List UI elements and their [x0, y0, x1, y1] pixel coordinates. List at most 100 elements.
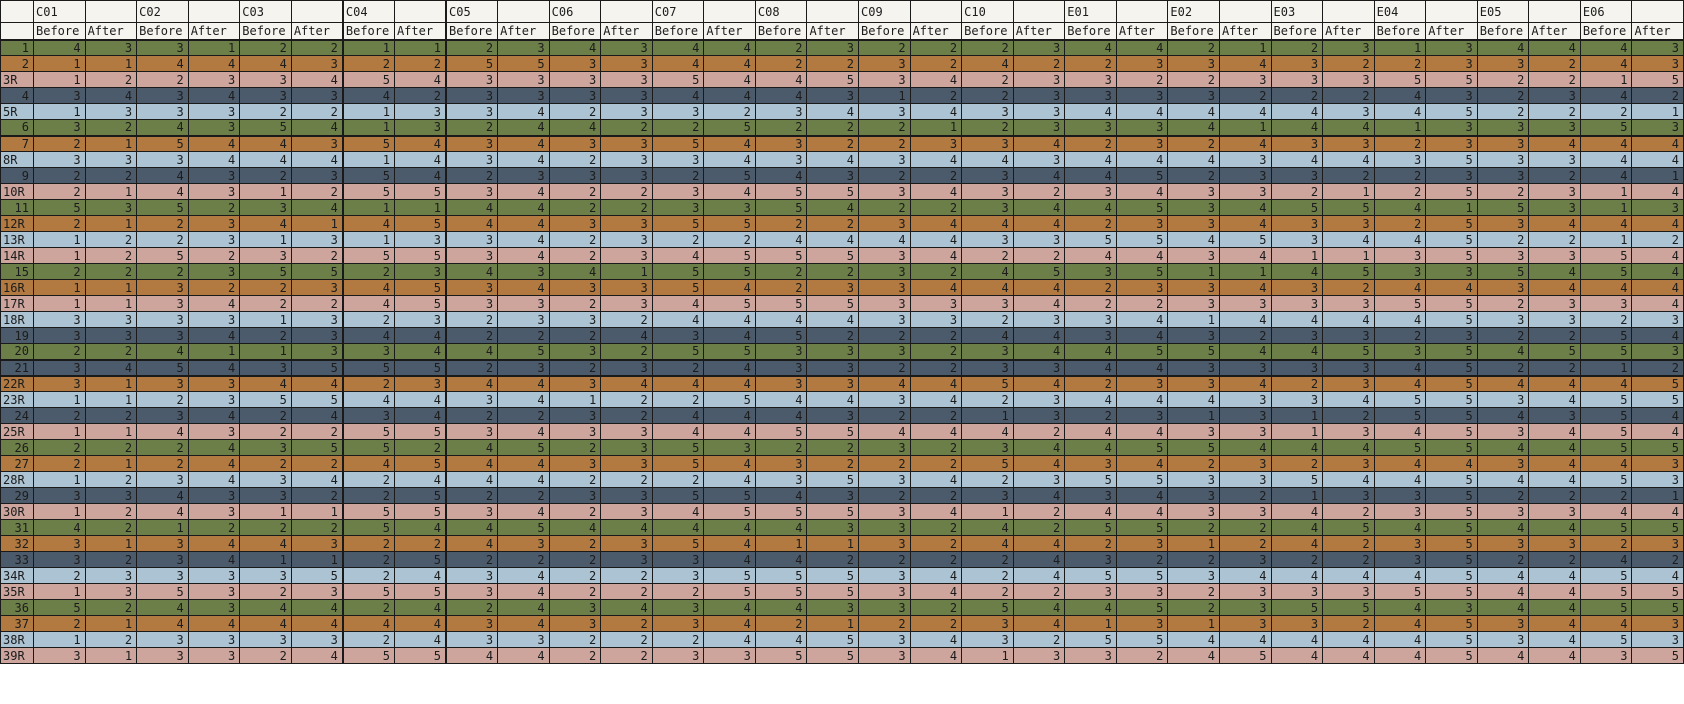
cell[interactable]: 3 [290, 535, 344, 552]
cell[interactable]: 1 [84, 535, 138, 552]
cell[interactable]: 4 [1270, 151, 1324, 168]
cell[interactable]: 3 [1631, 631, 1684, 648]
row-header[interactable]: 3R [0, 71, 34, 88]
cell[interactable]: 4 [703, 327, 756, 344]
cell[interactable]: 5 [703, 583, 756, 600]
cell[interactable]: 3 [136, 471, 189, 488]
cell[interactable]: 2 [1218, 487, 1272, 504]
cell[interactable]: 4 [703, 599, 756, 616]
cell[interactable]: 4 [651, 519, 705, 536]
cell[interactable]: 5 [1579, 391, 1633, 408]
cell[interactable]: 4 [858, 423, 911, 440]
cell[interactable]: 4 [497, 567, 550, 584]
cell[interactable]: 4 [187, 87, 241, 104]
cell[interactable]: 5 [497, 519, 550, 536]
cell[interactable]: 2 [1579, 103, 1633, 120]
cell[interactable]: 3 [961, 295, 1014, 312]
cell[interactable]: 4 [909, 151, 963, 168]
cell[interactable]: 3 [651, 647, 705, 664]
col-sub-header-before[interactable]: Before [1373, 22, 1427, 41]
cell[interactable]: 2 [290, 487, 344, 504]
cell[interactable]: 3 [1270, 295, 1324, 312]
cell[interactable]: 4 [1373, 647, 1427, 664]
cell[interactable]: 1 [239, 503, 292, 520]
row-header[interactable]: 25R [0, 423, 34, 440]
cell[interactable]: 2 [1528, 55, 1581, 72]
cell[interactable]: 4 [497, 583, 550, 600]
cell[interactable]: 4 [1064, 439, 1117, 456]
cell[interactable]: 3 [1167, 471, 1220, 488]
cell[interactable]: 4 [961, 327, 1014, 344]
col-sub-header-before[interactable]: Before [1270, 22, 1324, 41]
cell[interactable]: 2 [909, 87, 963, 104]
cell[interactable]: 4 [1373, 471, 1427, 488]
cell[interactable]: 4 [1270, 567, 1324, 584]
cell[interactable]: 3 [858, 535, 911, 552]
cell[interactable]: 5 [651, 135, 705, 152]
cell[interactable]: 4 [703, 375, 756, 392]
cell[interactable]: 4 [1167, 151, 1220, 168]
row-header[interactable]: 6 [0, 119, 34, 137]
cell[interactable]: 4 [1528, 599, 1581, 616]
cell[interactable]: 1 [1373, 39, 1427, 56]
cell[interactable]: 3 [497, 167, 550, 184]
cell[interactable]: 5 [754, 183, 808, 200]
cell[interactable]: 1 [33, 103, 86, 120]
cell[interactable]: 2 [1167, 71, 1220, 88]
cell[interactable]: 2 [1218, 327, 1272, 344]
cell[interactable]: 2 [84, 519, 138, 536]
cell[interactable]: 3 [1631, 343, 1684, 361]
cell[interactable]: 5 [393, 487, 447, 504]
cell[interactable]: 4 [1064, 103, 1117, 120]
cell[interactable]: 5 [1115, 263, 1169, 280]
cell[interactable]: 2 [754, 39, 808, 56]
cell[interactable]: 4 [754, 407, 808, 424]
cell[interactable]: 1 [1270, 407, 1324, 424]
cell[interactable]: 2 [187, 199, 241, 216]
cell[interactable]: 3 [651, 615, 705, 632]
cell[interactable]: 2 [1218, 87, 1272, 104]
cell[interactable]: 5 [1579, 263, 1633, 280]
cell[interactable]: 3 [445, 183, 499, 200]
cell[interactable]: 4 [187, 471, 241, 488]
cell[interactable]: 3 [754, 343, 808, 361]
cell[interactable]: 2 [239, 167, 292, 184]
cell[interactable]: 4 [1322, 391, 1375, 408]
cell[interactable]: 5 [1115, 343, 1169, 361]
cell[interactable]: 4 [1631, 183, 1684, 200]
cell[interactable]: 4 [548, 519, 602, 536]
cell[interactable]: 3 [1476, 135, 1530, 152]
cell[interactable]: 5 [1115, 631, 1169, 648]
cell[interactable]: 4 [1064, 151, 1117, 168]
cell[interactable]: 4 [290, 407, 344, 424]
cell[interactable]: 3 [290, 583, 344, 600]
cell[interactable]: 4 [703, 183, 756, 200]
cell[interactable]: 2 [290, 519, 344, 536]
cell[interactable]: 2 [548, 631, 602, 648]
cell[interactable]: 4 [1115, 359, 1169, 377]
cell[interactable]: 5 [651, 535, 705, 552]
cell[interactable]: 4 [497, 647, 550, 664]
cell[interactable]: 3 [806, 39, 859, 56]
cell[interactable]: 4 [1579, 135, 1633, 152]
cell[interactable]: 3 [187, 583, 241, 600]
cell[interactable]: 3 [290, 631, 344, 648]
cell[interactable]: 1 [84, 391, 138, 408]
cell[interactable]: 4 [445, 471, 499, 488]
cell[interactable]: 2 [1528, 71, 1581, 88]
cell[interactable]: 3 [1167, 487, 1220, 504]
cell[interactable]: 3 [548, 407, 602, 424]
cell[interactable]: 2 [1218, 535, 1272, 552]
cell[interactable]: 5 [1425, 183, 1478, 200]
cell[interactable]: 2 [806, 327, 859, 344]
cell[interactable]: 4 [1373, 567, 1427, 584]
cell[interactable]: 2 [548, 183, 602, 200]
cell[interactable]: 4 [1012, 199, 1066, 216]
col-sub-header-after[interactable]: After [600, 22, 653, 41]
cell[interactable]: 4 [1218, 375, 1272, 392]
cell[interactable]: 3 [961, 487, 1014, 504]
cell[interactable]: 5 [1425, 103, 1478, 120]
cell[interactable]: 2 [187, 519, 241, 536]
cell[interactable]: 3 [754, 103, 808, 120]
col-sub-header-after[interactable]: After [806, 22, 859, 41]
